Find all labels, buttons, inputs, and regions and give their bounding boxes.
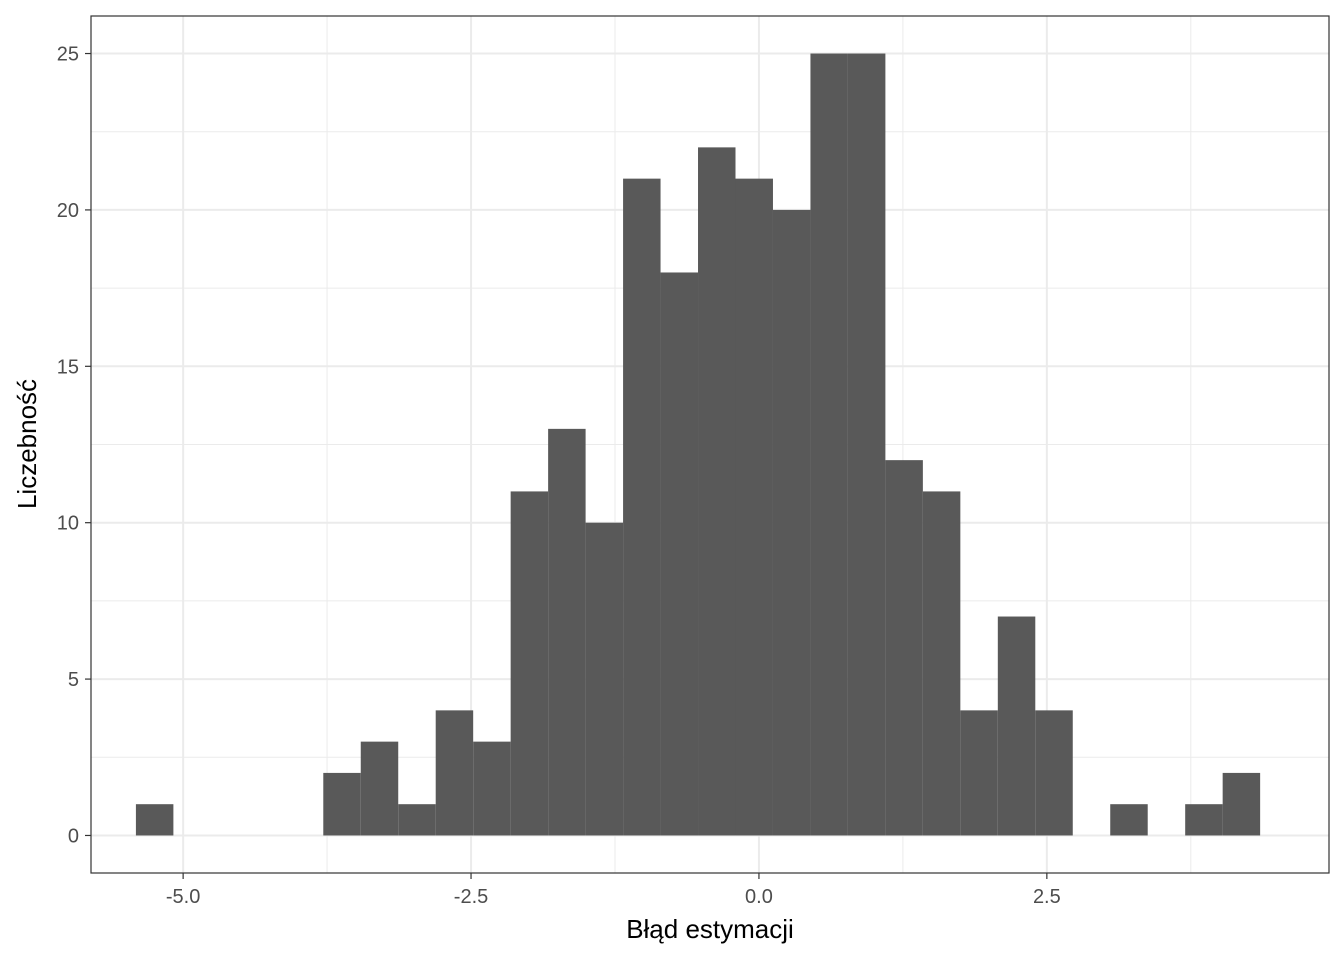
- y-tick-label: 10: [57, 513, 79, 535]
- histogram-bar: [435, 710, 474, 836]
- histogram-bar: [360, 741, 399, 836]
- x-axis: -5.0 -2.5 0.0 2.5: [166, 873, 1061, 908]
- histogram-bar: [548, 428, 586, 836]
- histogram-bar: [885, 460, 923, 836]
- y-axis-title: Liczebność: [12, 379, 42, 509]
- x-axis-title: Błąd estymacji: [626, 914, 794, 944]
- x-tick-label: -2.5: [454, 886, 488, 908]
- histogram-bar: [1035, 710, 1073, 836]
- histogram-bar: [698, 147, 736, 836]
- histogram-bar: [772, 209, 811, 836]
- histogram-bar: [323, 772, 361, 836]
- histogram-bar: [735, 178, 773, 836]
- y-tick-label: 20: [57, 200, 79, 222]
- histogram-bar: [1222, 772, 1261, 836]
- histogram-bar: [997, 616, 1036, 836]
- histogram-bar: [585, 522, 624, 836]
- histogram-bar: [510, 491, 549, 836]
- x-tick-label: 0.0: [745, 886, 773, 908]
- histogram-bar: [398, 804, 436, 836]
- histogram-bars: [135, 53, 1261, 836]
- y-tick-label: 0: [68, 825, 79, 847]
- panel-border: [90, 15, 1330, 874]
- histogram-bar: [660, 272, 699, 836]
- y-tick-label: 5: [68, 669, 79, 691]
- histogram-bar: [922, 491, 961, 836]
- histogram-bar: [473, 741, 511, 836]
- y-tick-label: 15: [57, 356, 79, 378]
- y-tick-label: 25: [57, 44, 79, 66]
- x-tick-label: 2.5: [1033, 886, 1061, 908]
- histogram-bar: [1185, 804, 1223, 836]
- histogram-bar: [623, 178, 661, 836]
- histogram-bar: [810, 53, 848, 836]
- histogram-bar: [847, 53, 886, 836]
- histogram-bar: [135, 804, 174, 836]
- histogram-bar: [1110, 804, 1148, 836]
- y-axis: 0 5 10 15 20 25: [57, 44, 91, 847]
- histogram-bar: [960, 710, 998, 836]
- x-tick-label: -5.0: [166, 886, 200, 908]
